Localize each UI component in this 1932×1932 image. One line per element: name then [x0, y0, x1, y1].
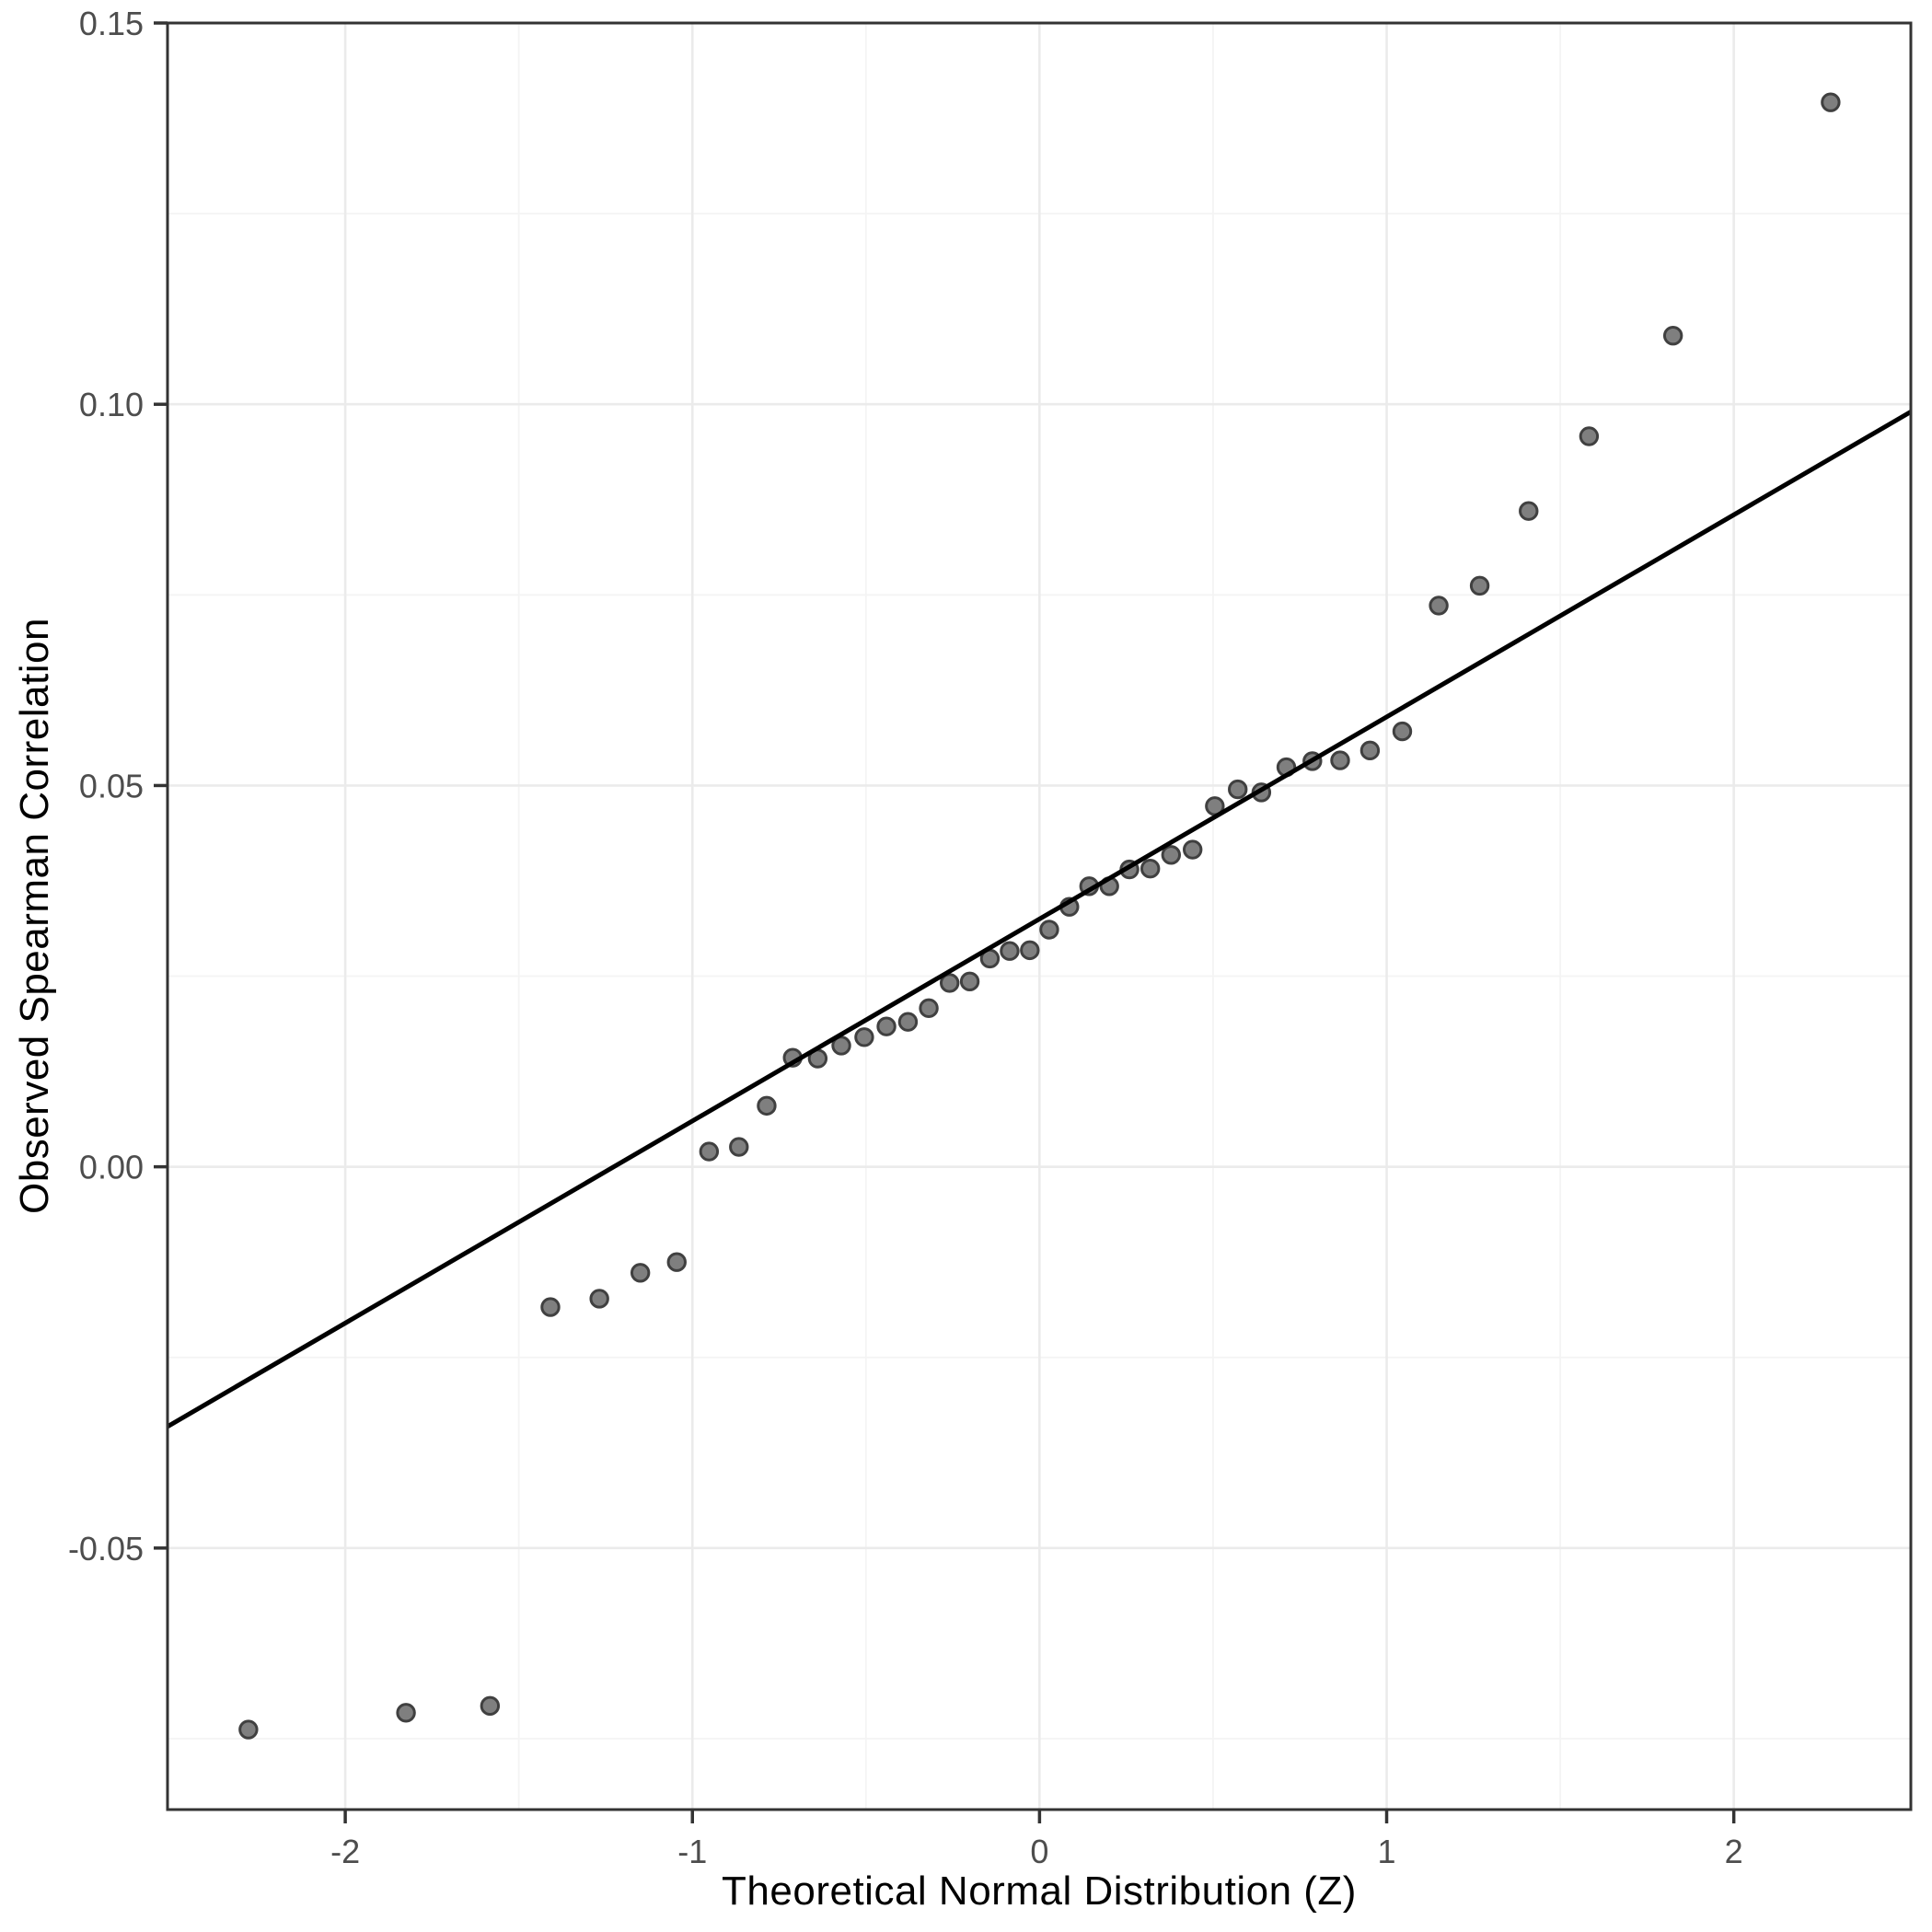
x-tick-labels: -2 -1 0 1 2 [330, 1833, 1743, 1870]
data-point [831, 1035, 851, 1056]
data-point [1662, 325, 1683, 346]
data-point [919, 998, 939, 1019]
data-point [1020, 940, 1040, 961]
data-point [1039, 920, 1059, 940]
y-tick-label: 0.10 [79, 386, 144, 423]
y-tick-labels: -0.05 0.00 0.05 0.10 0.15 [68, 5, 144, 1568]
data-point [876, 1016, 897, 1036]
data-point [1000, 941, 1020, 961]
y-tick-label: 0.00 [79, 1149, 144, 1186]
data-point [589, 1289, 609, 1309]
qq-points [238, 92, 1841, 1740]
data-point [959, 971, 980, 992]
data-point [939, 973, 960, 993]
axis-ticks [154, 21, 1736, 1823]
data-point [1182, 839, 1203, 860]
data-point [1359, 740, 1381, 761]
data-point [238, 1719, 259, 1740]
data-point [396, 1703, 416, 1723]
qq-reference-line [166, 410, 1913, 1429]
y-tick-label: -0.05 [68, 1530, 144, 1568]
data-point [854, 1027, 874, 1047]
data-point [729, 1137, 749, 1157]
data-point [897, 1012, 919, 1032]
y-axis-title: Observed Spearman Correlation [12, 618, 57, 1215]
data-point [1330, 750, 1350, 770]
data-point [630, 1263, 651, 1283]
x-tick-label: 1 [1378, 1833, 1396, 1870]
data-point [1519, 501, 1539, 521]
data-point [1228, 779, 1248, 800]
data-point [1392, 721, 1413, 742]
data-point [1579, 426, 1600, 446]
data-point [540, 1297, 561, 1317]
data-point [757, 1095, 777, 1116]
x-tick-label: 2 [1725, 1833, 1743, 1870]
data-point [666, 1252, 687, 1272]
data-point [1821, 92, 1841, 112]
x-tick-label: -1 [677, 1833, 707, 1870]
y-tick-label: 0.15 [79, 5, 144, 42]
data-point [1161, 845, 1182, 865]
data-point [1469, 575, 1490, 596]
data-point [1140, 859, 1161, 879]
x-tick-label: -2 [330, 1833, 360, 1870]
y-tick-label: 0.05 [79, 767, 144, 804]
data-point [699, 1141, 720, 1162]
data-point [1429, 596, 1449, 616]
x-axis-title: Theoretical Normal Distribution (Z) [722, 1868, 1357, 1914]
x-tick-label: 0 [1030, 1833, 1048, 1870]
data-point [480, 1695, 501, 1717]
